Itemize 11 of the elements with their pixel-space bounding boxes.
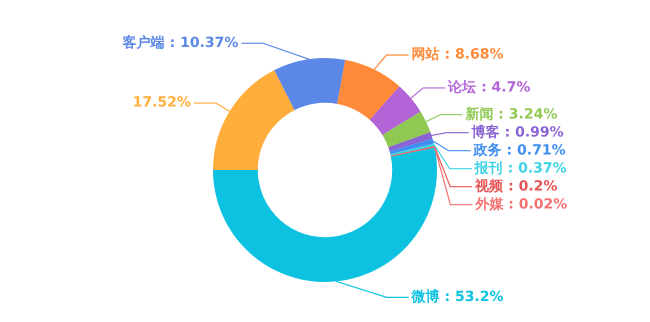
slice-label: 博客 : 0.99%: [470, 123, 564, 140]
slice-label: 报刊 : 0.37%: [474, 160, 567, 176]
slice-label: 政务 : 0.71%: [472, 142, 566, 158]
slice-label: 网站 : 8.68%: [412, 46, 504, 63]
slice-label: 外媒 : 0.02%: [474, 196, 568, 212]
slice-label: 论坛 : 4.7%: [447, 80, 530, 96]
data-label: 17.52%: [132, 94, 191, 111]
slice-label: 客户端 : 10.37%: [122, 34, 238, 51]
slice-label: 新闻 : 3.24%: [464, 105, 558, 122]
slice-label: 微博 : 53.2%: [410, 288, 504, 305]
slice-label: 视频 : 0.2%: [474, 177, 558, 194]
